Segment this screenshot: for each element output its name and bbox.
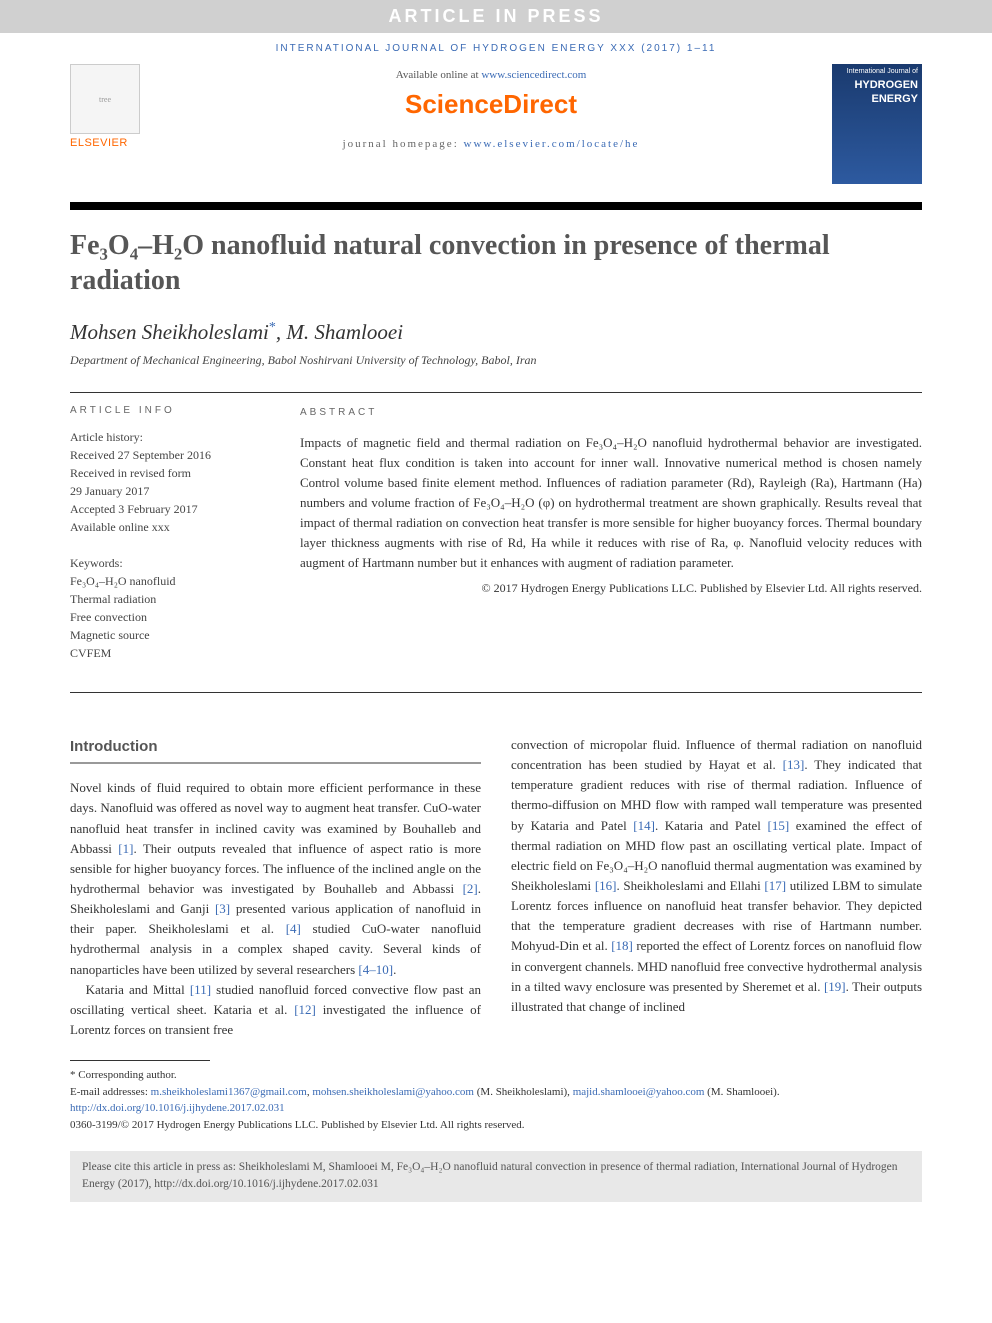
footnotes: * Corresponding author. E-mail addresses… bbox=[0, 1060, 992, 1143]
revised-line1: Received in revised form bbox=[70, 464, 270, 482]
corresponding-author: * Corresponding author. bbox=[70, 1067, 922, 1084]
ref-1[interactable]: [1] bbox=[118, 841, 133, 856]
ref-19[interactable]: [19] bbox=[824, 979, 846, 994]
homepage-link[interactable]: www.elsevier.com/locate/he bbox=[464, 138, 640, 150]
article-title: Fe₃O₄–H₂O nanofluid natural convection i… bbox=[70, 228, 922, 298]
ref-15[interactable]: [15] bbox=[767, 818, 789, 833]
rule-1 bbox=[70, 392, 922, 393]
revised-line2: 29 January 2017 bbox=[70, 482, 270, 500]
email-label: E-mail addresses: bbox=[70, 1086, 151, 1098]
available-pre: Available online at bbox=[396, 69, 482, 81]
abstract: ABSTRACT Impacts of magnetic field and t… bbox=[300, 405, 922, 680]
keyword-1: Fe₃O₄–H₂O nanofluid bbox=[70, 572, 270, 590]
received-date: Received 27 September 2016 bbox=[70, 446, 270, 464]
corresponding-asterisk: * bbox=[269, 320, 276, 335]
body-col-right: convection of micropolar fluid. Influenc… bbox=[511, 735, 922, 1040]
intro-p1: Novel kinds of fluid required to obtain … bbox=[70, 778, 481, 979]
history-label: Article history: bbox=[70, 428, 270, 446]
ref-16[interactable]: [16] bbox=[595, 878, 617, 893]
ref-2[interactable]: [2] bbox=[463, 881, 478, 896]
t: . Sheikholeslami and Ellahi bbox=[617, 878, 765, 893]
journal-homepage: journal homepage: www.elsevier.com/locat… bbox=[150, 138, 832, 150]
history-block: Article history: Received 27 September 2… bbox=[70, 428, 270, 536]
citation-box: Please cite this article in press as: Sh… bbox=[70, 1151, 922, 1202]
introduction-heading: Introduction bbox=[70, 735, 481, 764]
keyword-5: CVFEM bbox=[70, 644, 270, 662]
ref-14[interactable]: [14] bbox=[633, 818, 655, 833]
sciencedirect-link[interactable]: www.sciencedirect.com bbox=[481, 69, 586, 81]
author-1: Mohsen Sheikholeslami bbox=[70, 320, 269, 344]
accepted-date: Accepted 3 February 2017 bbox=[70, 500, 270, 518]
available-online: Available online at www.sciencedirect.co… bbox=[150, 69, 832, 81]
body-columns: Introduction Novel kinds of fluid requir… bbox=[0, 705, 992, 1060]
online-date: Available online xxx bbox=[70, 518, 270, 536]
tail2: (M. Shamlooei). bbox=[704, 1086, 779, 1098]
journal-cover: International Journal of HYDROGEN ENERGY bbox=[832, 64, 922, 184]
t: Kataria and Mittal bbox=[86, 982, 190, 997]
ref-4-10[interactable]: [4–10] bbox=[358, 962, 393, 977]
body-col-left: Introduction Novel kinds of fluid requir… bbox=[70, 735, 481, 1040]
ref-3[interactable]: [3] bbox=[215, 901, 230, 916]
rule-2 bbox=[70, 692, 922, 693]
ref-13[interactable]: [13] bbox=[783, 757, 805, 772]
info-abstract-row: ARTICLE INFO Article history: Received 2… bbox=[0, 405, 992, 680]
footnote-rule bbox=[70, 1060, 210, 1061]
title-block: Fe₃O₄–H₂O nanofluid natural convection i… bbox=[0, 210, 992, 380]
elsevier-tree-icon: tree bbox=[70, 64, 140, 134]
elsevier-wordmark: ELSEVIER bbox=[70, 137, 150, 149]
ref-18[interactable]: [18] bbox=[611, 938, 633, 953]
keyword-3: Free convection bbox=[70, 608, 270, 626]
divider-bar bbox=[70, 202, 922, 210]
email-3[interactable]: majid.shamlooei@yahoo.com bbox=[573, 1086, 705, 1098]
cover-title: HYDROGEN ENERGY bbox=[836, 79, 918, 105]
tail1: (M. Sheikholeslami), bbox=[474, 1086, 573, 1098]
issn-copyright: 0360-3199/© 2017 Hydrogen Energy Publica… bbox=[70, 1117, 922, 1134]
in-press-banner: ARTICLE IN PRESS bbox=[0, 0, 992, 33]
ref-4[interactable]: [4] bbox=[286, 921, 301, 936]
affiliation: Department of Mechanical Engineering, Ba… bbox=[70, 353, 922, 368]
journal-citation-line: INTERNATIONAL JOURNAL OF HYDROGEN ENERGY… bbox=[0, 33, 992, 64]
intro-p2-cont: convection of micropolar fluid. Influenc… bbox=[511, 735, 922, 1017]
keyword-4: Magnetic source bbox=[70, 626, 270, 644]
sciencedirect-logo: ScienceDirect bbox=[150, 89, 832, 120]
keywords-label: Keywords: bbox=[70, 554, 270, 572]
author-2: , M. Shamlooei bbox=[276, 320, 403, 344]
article-info-head: ARTICLE INFO bbox=[70, 405, 270, 416]
center-header: Available online at www.sciencedirect.co… bbox=[150, 64, 832, 150]
homepage-pre: journal homepage: bbox=[343, 138, 464, 150]
abstract-body: Impacts of magnetic field and thermal ra… bbox=[300, 433, 922, 574]
email-2[interactable]: mohsen.sheikholeslami@yahoo.com bbox=[312, 1086, 474, 1098]
elsevier-logo: tree ELSEVIER bbox=[70, 64, 150, 149]
keyword-2: Thermal radiation bbox=[70, 590, 270, 608]
abstract-head: ABSTRACT bbox=[300, 405, 922, 421]
intro-p2: Kataria and Mittal [11] studied nanoflui… bbox=[70, 980, 481, 1040]
ref-11[interactable]: [11] bbox=[190, 982, 211, 997]
email-line: E-mail addresses: m.sheikholeslami1367@g… bbox=[70, 1084, 922, 1101]
t: . Kataria and Patel bbox=[655, 818, 768, 833]
header: tree ELSEVIER Available online at www.sc… bbox=[0, 64, 992, 194]
doi-link[interactable]: http://dx.doi.org/10.1016/j.ijhydene.201… bbox=[70, 1102, 285, 1114]
abstract-copyright: © 2017 Hydrogen Energy Publications LLC.… bbox=[300, 579, 922, 598]
cover-subtitle: International Journal of bbox=[836, 68, 918, 76]
keywords-block: Keywords: Fe₃O₄–H₂O nanofluid Thermal ra… bbox=[70, 554, 270, 662]
email-1[interactable]: m.sheikholeslami1367@gmail.com bbox=[151, 1086, 307, 1098]
article-info: ARTICLE INFO Article history: Received 2… bbox=[70, 405, 270, 680]
ref-17[interactable]: [17] bbox=[764, 878, 786, 893]
t: . bbox=[393, 962, 396, 977]
ref-12[interactable]: [12] bbox=[294, 1002, 316, 1017]
authors: Mohsen Sheikholeslami*, M. Shamlooei bbox=[70, 320, 922, 345]
